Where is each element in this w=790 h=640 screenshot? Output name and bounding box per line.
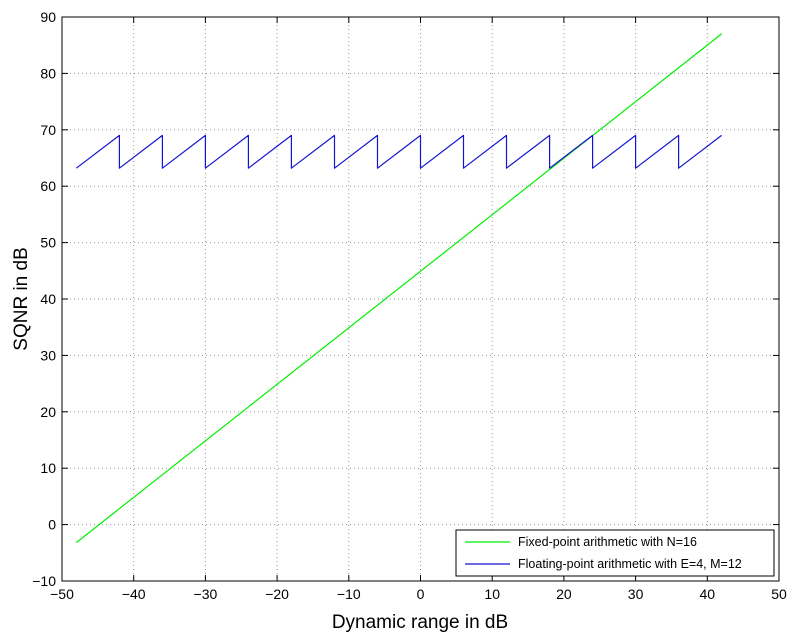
y-tick-label: 60	[40, 178, 56, 194]
y-tick-label: −10	[32, 573, 56, 589]
x-tick-label: −30	[194, 586, 218, 602]
x-tick-label: −50	[50, 586, 74, 602]
series-line-floating-point	[75, 134, 722, 169]
legend-box	[455, 529, 775, 577]
series-line-fixed-point	[75, 33, 722, 544]
legend: Fixed-point arithmetic with N=16 Floatin…	[455, 529, 775, 577]
x-tick-label: 20	[556, 586, 572, 602]
x-axis-title: Dynamic range in dB	[332, 612, 508, 633]
y-tick-label: 50	[40, 235, 56, 251]
x-tick-label: −20	[265, 586, 289, 602]
x-tick-label: 10	[484, 586, 500, 602]
y-axis-title: SQNR in dB	[11, 247, 32, 350]
series-layer	[75, 33, 722, 544]
y-tick-label: 70	[40, 122, 56, 138]
legend-entry-floating-point: Floating-point arithmetic with E=4, M=12	[518, 557, 742, 571]
y-tick-label: 0	[48, 517, 56, 533]
x-tick-label: 40	[700, 586, 716, 602]
y-tick-label: 90	[40, 9, 56, 25]
x-tick-label: 30	[628, 586, 644, 602]
y-tick-label: 80	[40, 65, 56, 81]
y-tick-label: 30	[40, 347, 56, 363]
y-tick-label: 20	[40, 404, 56, 420]
x-tick-label: −40	[122, 586, 146, 602]
x-tick-label: 50	[771, 586, 787, 602]
y-tick-label: 40	[40, 291, 56, 307]
ticks: −50 −40 −30 −20 −10 0 10 20 30 40 50 −10 0 10 20 30 40 50…	[32, 9, 787, 602]
x-tick-label: 0	[417, 586, 425, 602]
legend-entry-fixed-point: Fixed-point arithmetic with N=16	[518, 535, 697, 549]
y-tick-label: 10	[40, 460, 56, 476]
plot-area	[62, 17, 779, 581]
x-tick-label: −10	[337, 586, 361, 602]
